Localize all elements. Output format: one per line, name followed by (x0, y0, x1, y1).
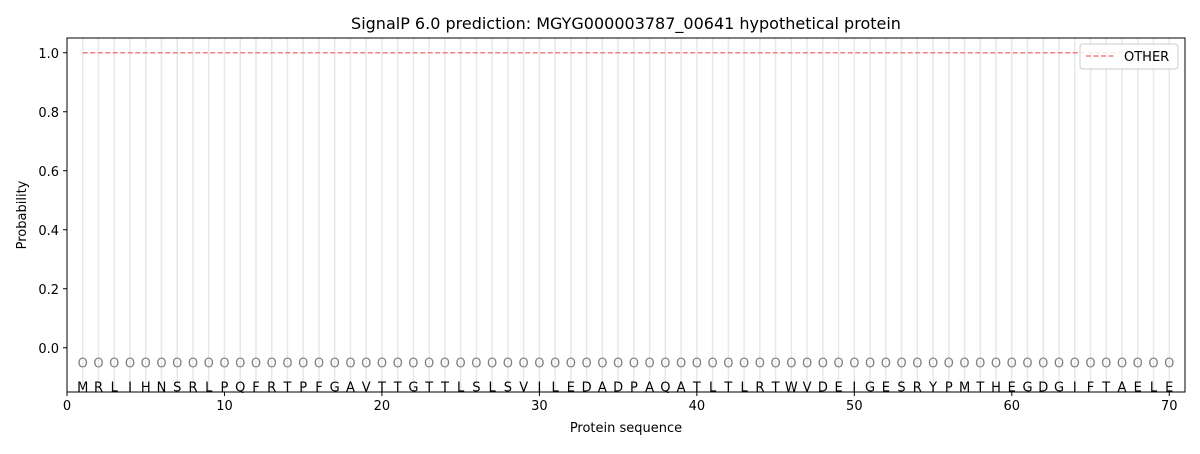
x-tick-label: 40 (689, 399, 706, 414)
y-axis-label: Probability (15, 180, 30, 249)
y-tick-label: 0.2 (38, 283, 59, 298)
predicted-labels-row: OOOOOOOOOOOOOOOOOOOOOOOOOOOOOOOOOOOOOOOO… (78, 357, 1175, 372)
x-tick-label: 20 (374, 399, 391, 414)
legend: OTHER (1079, 43, 1179, 70)
x-axis: 0 10 20 30 40 50 60 70 (63, 392, 1178, 414)
plot-frame (66, 37, 1186, 393)
y-tick-label: 0.4 (38, 224, 59, 239)
legend-box (1079, 43, 1179, 70)
x-tick-label: 70 (1161, 399, 1178, 414)
y-tick-label: 0.8 (38, 106, 59, 121)
x-tick-label: 30 (531, 399, 548, 414)
marks: OOOOOOOOOOOOOOOOOOOOOOOOOOOOOOOOOOOOOOOO… (77, 52, 1175, 395)
y-tick-label: 1.0 (38, 47, 59, 62)
sequence-row: MRLIHNSRLPQFRTPFGAVTTGTTLSLSVILEDADPAQAT… (77, 380, 1173, 395)
chart-title: SignalP 6.0 prediction: MGYG000003787_00… (351, 14, 901, 34)
x-axis-label: Protein sequence (570, 421, 682, 436)
legend-label-other: OTHER (1124, 50, 1169, 65)
y-axis: 0.0 0.2 0.4 0.6 0.8 1.0 (38, 47, 67, 357)
x-tick-label: 10 (216, 399, 233, 414)
x-tick-label: 50 (846, 399, 863, 414)
y-tick-label: 0.6 (38, 165, 59, 180)
grid-lines (81, 38, 1171, 392)
y-tick-label: 0.0 (38, 342, 59, 357)
x-tick-label: 0 (63, 399, 71, 414)
x-tick-label: 60 (1004, 399, 1021, 414)
